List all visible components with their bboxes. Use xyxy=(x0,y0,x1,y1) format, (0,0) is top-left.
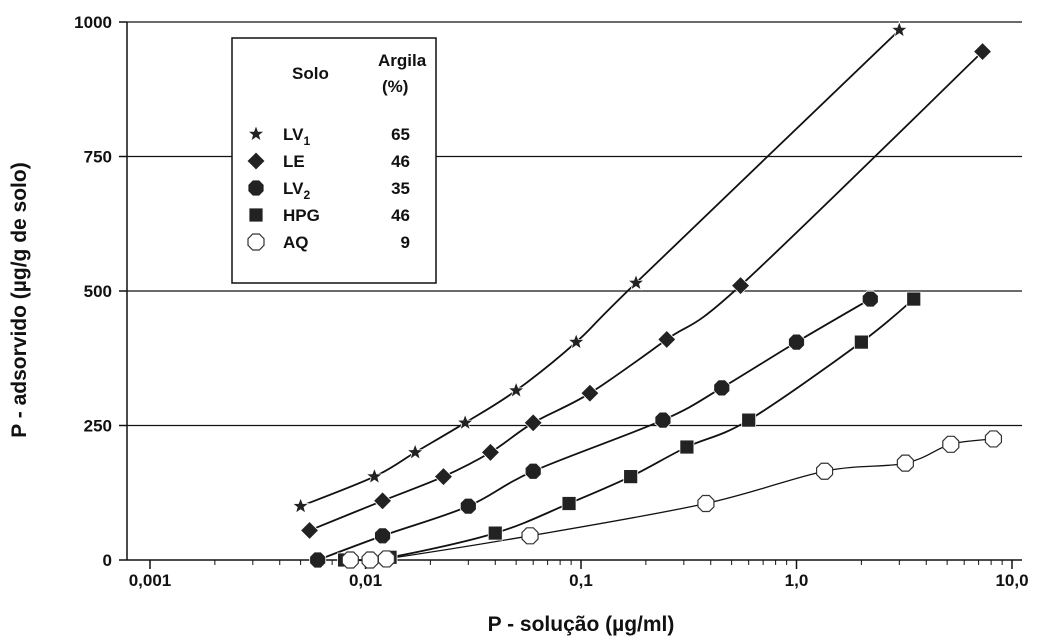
point-aq xyxy=(361,551,379,569)
legend-label-subscript: 1 xyxy=(303,134,310,148)
series-line-lv2 xyxy=(317,298,871,561)
point-le xyxy=(372,491,393,511)
point-hpg xyxy=(741,412,757,428)
point-lv1 xyxy=(292,497,310,514)
legend-marker-lv2 xyxy=(247,179,265,197)
x-tick-label: 1,0 xyxy=(785,571,809,590)
legend-label-subscript: 2 xyxy=(303,188,310,202)
point-aq xyxy=(697,494,715,513)
point-lv1 xyxy=(365,467,384,485)
point-lv2 xyxy=(713,379,731,397)
x-tick-label: 0,01 xyxy=(349,571,382,590)
point-lv2 xyxy=(524,462,542,480)
axes xyxy=(119,21,1022,569)
point-hpg xyxy=(561,496,577,511)
point-aq xyxy=(521,527,539,545)
point-lv2 xyxy=(459,497,477,515)
x-tick-label: 0,001 xyxy=(129,571,172,590)
x-tick-label: 10,0 xyxy=(995,571,1028,590)
legend-label-le: LE xyxy=(283,152,305,171)
series-line-aq xyxy=(350,438,994,562)
point-lv1 xyxy=(456,413,474,431)
point-lv1 xyxy=(406,443,424,460)
point-lv2 xyxy=(861,290,879,308)
point-le xyxy=(480,442,501,462)
legend-label-hpg: HPG xyxy=(283,206,320,225)
series-markers xyxy=(292,21,1003,569)
point-hpg xyxy=(487,525,503,541)
legend-box xyxy=(231,37,437,284)
y-tick-label: 500 xyxy=(84,282,112,301)
y-tick-label: 0 xyxy=(103,551,112,570)
point-hpg xyxy=(679,439,695,455)
legend-header-argila: Argila xyxy=(378,51,427,70)
point-aq xyxy=(896,454,914,472)
series-line-le xyxy=(309,50,984,532)
legend-header-solo: Solo xyxy=(292,64,329,83)
point-hpg xyxy=(853,334,869,350)
x-tick-label: 0,1 xyxy=(569,571,593,590)
point-lv2 xyxy=(654,411,672,429)
y-tick-label: 1000 xyxy=(74,13,112,32)
tick-labels: 0 250 500 750 1000 0,001 0,01 0,1 1,0 10,0 xyxy=(74,13,1028,590)
legend-header-percent: (%) xyxy=(382,77,408,96)
legend-argila-le: 46 xyxy=(391,152,410,171)
point-le xyxy=(657,329,677,349)
legend-argila-hpg: 46 xyxy=(391,206,410,225)
point-hpg xyxy=(623,469,639,485)
y-tick-label: 250 xyxy=(84,417,112,436)
point-aq xyxy=(341,551,359,569)
point-le xyxy=(523,413,543,433)
point-aq xyxy=(815,462,834,480)
legend-argila-aq: 9 xyxy=(401,233,410,252)
point-lv2 xyxy=(788,333,805,351)
legend-argila-lv1: 65 xyxy=(391,125,410,144)
legend-marker-aq xyxy=(247,233,265,251)
y-axis-title: P - adsorvido (µg/g de solo) xyxy=(8,162,31,437)
point-hpg xyxy=(906,291,922,307)
point-aq xyxy=(377,550,395,568)
point-le xyxy=(972,42,993,62)
legend-argila-lv2: 35 xyxy=(391,179,410,198)
point-aq xyxy=(984,430,1003,448)
series-line-lv1 xyxy=(300,29,900,508)
y-tick-label: 750 xyxy=(84,148,112,167)
point-le xyxy=(580,383,600,403)
legend-label-aq: AQ xyxy=(283,233,309,252)
point-lv2 xyxy=(309,551,327,569)
point-le xyxy=(299,520,320,540)
legend-marker-hpg xyxy=(248,207,264,223)
point-lv2 xyxy=(374,527,392,545)
point-le xyxy=(730,276,751,296)
legend-marker-le xyxy=(246,151,266,171)
point-le xyxy=(433,467,454,487)
point-aq xyxy=(942,435,960,453)
x-axis-title: P - solução (µg/ml) xyxy=(488,613,675,636)
